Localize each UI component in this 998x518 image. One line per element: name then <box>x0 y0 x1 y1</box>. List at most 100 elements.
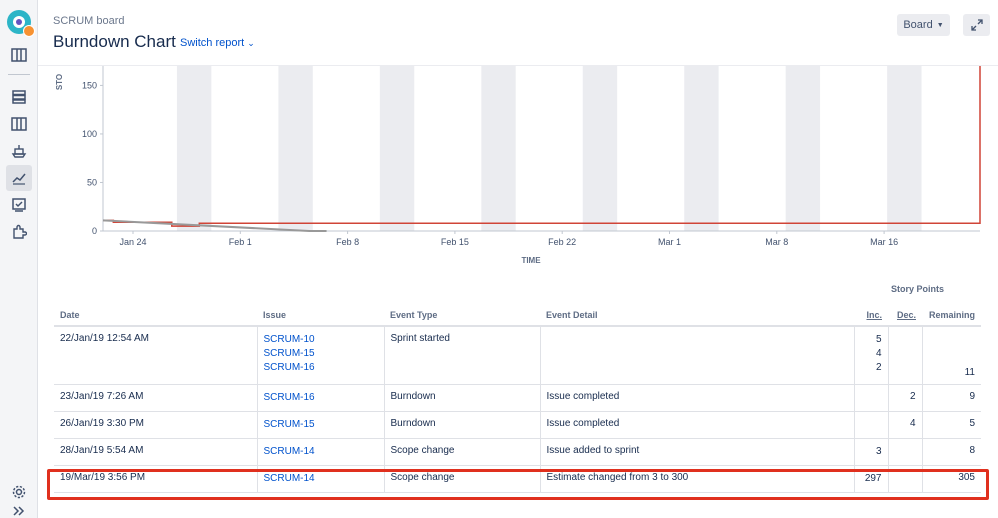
weekend-band <box>887 66 922 231</box>
x-tick-label: Feb 8 <box>336 237 359 247</box>
page-title: Burndown Chart <box>53 32 176 51</box>
date-cell: 22/Jan/19 12:54 AM <box>54 326 257 385</box>
releases-icon[interactable] <box>6 138 32 164</box>
dec-cell: 2 <box>887 384 922 412</box>
remaining-values-line <box>103 66 981 227</box>
issue-header: Issue <box>257 304 384 327</box>
inc-cell: 5 4 2 <box>853 326 888 385</box>
dec-cell: 4 <box>887 411 922 439</box>
issue-cell: SCRUM-14 <box>256 465 384 493</box>
inc-value: 3 <box>875 445 882 457</box>
dec-cell <box>887 465 922 493</box>
dec-header[interactable]: Dec. <box>896 309 916 320</box>
y-tick-label: 150 <box>82 80 97 90</box>
issue-cell: SCRUM-14 <box>256 438 384 466</box>
weekend-band <box>379 66 415 231</box>
inc-value: 5 <box>875 334 882 345</box>
remaining-cell: 11 <box>921 326 981 385</box>
date-cell: 26/Jan/19 3:30 PM <box>54 411 257 439</box>
caret-down-icon: ▼ <box>936 21 944 29</box>
weekend-band <box>582 66 618 231</box>
x-tick-label: Mar 16 <box>870 237 898 247</box>
addons-icon[interactable] <box>6 219 32 245</box>
backlog-icon[interactable] <box>6 84 32 110</box>
event-type-cell: Scope change <box>383 438 540 466</box>
event-type-cell: Scope change <box>383 465 540 493</box>
event-type-cell: Burndown <box>383 384 540 412</box>
burndown-chart-svg: 0 50 100 150 STO Jan 24 Feb 1 Feb 8 Feb 15 Feb 22… <box>55 66 981 265</box>
page-header: SCRUM board Burndown Chart Switch report… <box>38 0 998 66</box>
table-row: 23/Jan/19 7:26 AM SCRUM-16 Burndown Issu… <box>54 384 981 412</box>
y-tick-label: 50 <box>87 177 97 187</box>
issue-cell: SCRUM-16 <box>256 384 384 412</box>
story-points-header: Story Points <box>890 284 944 294</box>
reports-icon[interactable] <box>6 165 32 191</box>
expand-icon <box>970 19 983 31</box>
board-icon[interactable] <box>6 42 32 68</box>
x-tick-label: Feb 22 <box>548 237 576 247</box>
remaining-cell: 8 <box>921 438 981 466</box>
inc-cell <box>853 411 888 439</box>
chevron-down-icon: ⌄ <box>247 38 255 48</box>
remaining-cell: 305 <box>921 465 981 493</box>
remaining-cell: 5 <box>921 411 981 439</box>
board-button[interactable]: Board ▼ <box>897 14 950 36</box>
y-tick-label: 0 <box>92 226 97 236</box>
date-header: Date <box>54 304 257 327</box>
inc-value: 2 <box>875 362 882 373</box>
dec-cell <box>887 326 922 385</box>
table-row: 22/Jan/19 12:54 AM SCRUM-10 SCRUM-15 SCRUM… <box>54 326 981 385</box>
x-axis-label: TIME <box>521 256 541 265</box>
sidebar <box>0 0 38 518</box>
table-row: 26/Jan/19 3:30 PM SCRUM-15 Burndown Issu… <box>54 411 981 439</box>
inc-value: 4 <box>875 348 882 359</box>
event-type-cell: Burndown <box>383 411 540 439</box>
dec-cell <box>887 438 922 466</box>
issue-link[interactable]: SCRUM-16 <box>263 391 315 403</box>
board-button-label: Board <box>903 19 933 31</box>
event-type-cell: Sprint started <box>383 326 540 385</box>
issue-link[interactable]: SCRUM-15 <box>263 348 315 359</box>
fullscreen-button[interactable] <box>963 14 990 36</box>
issue-link[interactable]: SCRUM-10 <box>263 334 315 345</box>
weekend-band <box>176 66 212 231</box>
active-sprints-icon[interactable] <box>6 111 32 137</box>
switch-report-dropdown[interactable]: Switch report ⌄ <box>180 37 255 49</box>
date-cell: 19/Mar/19 3:56 PM <box>54 465 257 493</box>
inc-value: 297 <box>864 472 882 484</box>
issue-link[interactable]: SCRUM-16 <box>263 362 315 373</box>
expand-sidebar-icon[interactable] <box>6 504 32 518</box>
breadcrumb[interactable]: SCRUM board <box>53 15 125 27</box>
remaining-header: Remaining <box>922 304 981 327</box>
issue-link[interactable]: SCRUM-15 <box>263 418 315 430</box>
x-tick-label: Feb 1 <box>229 237 252 247</box>
x-tick-label: Mar 8 <box>765 237 788 247</box>
y-axis-label: STO <box>55 74 64 90</box>
issue-cell: SCRUM-15 <box>256 411 384 439</box>
event-detail-cell <box>539 326 854 385</box>
settings-icon[interactable] <box>6 479 32 505</box>
weekend-band <box>684 66 719 231</box>
issue-link[interactable]: SCRUM-14 <box>263 445 315 457</box>
event-detail-cell: Issue added to sprint <box>539 438 854 466</box>
issue-link[interactable]: SCRUM-14 <box>263 472 315 484</box>
inc-header[interactable]: Inc. <box>866 309 882 320</box>
weekend-band <box>481 66 516 231</box>
issues-icon[interactable] <box>6 192 32 218</box>
project-avatar[interactable] <box>7 10 35 37</box>
inc-cell <box>853 384 888 412</box>
weekend-band <box>785 66 821 231</box>
y-tick-label: 100 <box>82 129 97 139</box>
notification-badge <box>23 25 35 37</box>
inc-cell: 297 <box>853 465 888 493</box>
x-tick-label: Mar 1 <box>658 237 681 247</box>
inc-cell: 3 <box>853 438 888 466</box>
issue-cell: SCRUM-10 SCRUM-15 SCRUM-16 <box>256 326 384 385</box>
remaining-cell: 9 <box>921 384 981 412</box>
event-detail-cell: Issue completed <box>539 384 854 412</box>
table-row: 19/Mar/19 3:56 PM SCRUM-14 Scope change … <box>54 465 981 493</box>
switch-report-label: Switch report <box>180 37 245 49</box>
guideline-line <box>102 219 327 232</box>
date-cell: 28/Jan/19 5:54 AM <box>54 438 257 466</box>
event-detail-cell: Estimate changed from 3 to 300 <box>539 465 854 493</box>
